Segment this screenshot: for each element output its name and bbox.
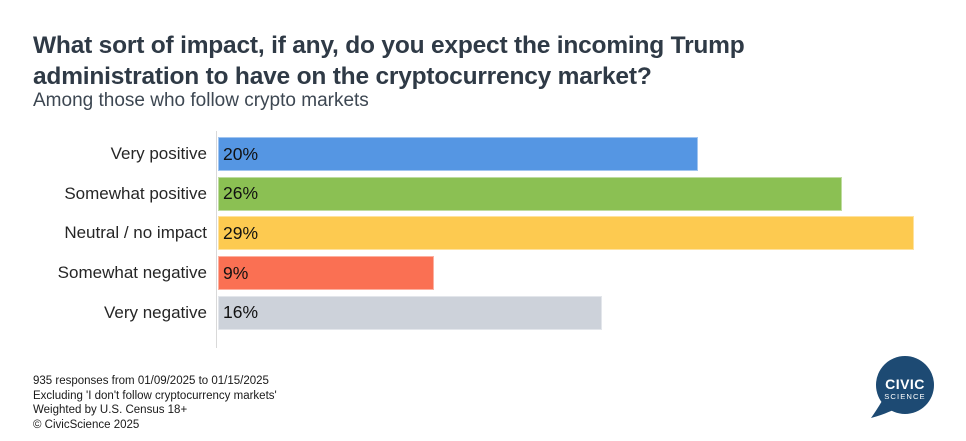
- bar-track: 26%: [217, 176, 937, 211]
- chart-title: What sort of impact, if any, do you expe…: [33, 32, 745, 90]
- chart-row: Somewhat negative 9%: [0, 256, 966, 291]
- chart-row: Very positive 20%: [0, 137, 966, 171]
- bar-track: 29%: [217, 216, 937, 251]
- bar: 26%: [218, 176, 842, 211]
- chart-row: Very negative 16%: [0, 295, 966, 330]
- chart-row: Neutral / no impact 29%: [0, 216, 966, 251]
- footnote-weighting: Weighted by U.S. Census 18+: [33, 404, 188, 417]
- category-label: Somewhat negative: [57, 263, 207, 283]
- y-axis-line: [216, 131, 217, 348]
- chart-subtitle: Among those who follow crypto markets: [33, 90, 369, 111]
- value-label: 9%: [223, 262, 249, 283]
- footnote-exclusion: Excluding 'I don't follow cryptocurrency…: [33, 389, 277, 402]
- category-label: Very positive: [110, 144, 207, 163]
- category-label: Somewhat positive: [64, 183, 207, 203]
- value-label: 20%: [223, 143, 259, 164]
- bar: 9%: [218, 256, 434, 291]
- footnote-block: 935 responses from 01/09/2025 to 01/15/2…: [33, 374, 277, 432]
- value-label: 29%: [223, 222, 259, 243]
- bar: 20%: [218, 137, 698, 171]
- footnote-responses: 935 responses from 01/09/2025 to 01/15/2…: [33, 375, 269, 387]
- logo-bubble-tail: [871, 401, 893, 418]
- category-label: Very negative: [103, 302, 207, 322]
- bar-track: 20%: [217, 137, 937, 171]
- logo-bubble-circle: [876, 356, 934, 414]
- bar: 16%: [218, 295, 602, 330]
- logo-text-science: SCIENCE: [884, 392, 925, 401]
- logo-text-civic: CIVIC: [885, 376, 925, 392]
- chart-rows: Very positive 20% Somewhat positive 26% …: [0, 137, 966, 330]
- value-label: 16%: [223, 302, 259, 323]
- footnote-copyright: © CivicScience 2025: [33, 418, 140, 431]
- civicscience-logo-icon: CIVIC SCIENCE: [871, 356, 934, 418]
- bar: 29%: [218, 216, 914, 251]
- bar-chart: Very positive 20% Somewhat positive 26% …: [0, 137, 966, 330]
- value-label: 26%: [223, 183, 259, 204]
- bar-track: 9%: [217, 256, 937, 291]
- civicscience-logo: CIVIC SCIENCE: [866, 351, 944, 434]
- bar-track: 16%: [217, 295, 937, 330]
- category-label: Neutral / no impact: [64, 223, 207, 243]
- chart-row: Somewhat positive 26%: [0, 176, 966, 211]
